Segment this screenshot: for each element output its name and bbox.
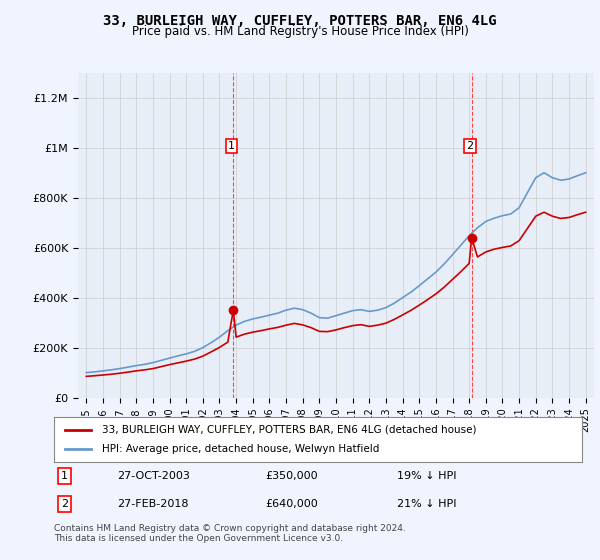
Text: 33, BURLEIGH WAY, CUFFLEY, POTTERS BAR, EN6 4LG (detached house): 33, BURLEIGH WAY, CUFFLEY, POTTERS BAR, … [101,424,476,435]
Text: 2: 2 [61,499,68,509]
Text: 2: 2 [466,141,473,151]
Text: 27-FEB-2018: 27-FEB-2018 [118,499,189,509]
Text: £640,000: £640,000 [265,499,318,509]
Text: Price paid vs. HM Land Registry's House Price Index (HPI): Price paid vs. HM Land Registry's House … [131,25,469,38]
Text: 27-OCT-2003: 27-OCT-2003 [118,471,190,481]
Text: Contains HM Land Registry data © Crown copyright and database right 2024.
This d: Contains HM Land Registry data © Crown c… [54,524,406,543]
Text: HPI: Average price, detached house, Welwyn Hatfield: HPI: Average price, detached house, Welw… [101,445,379,455]
Text: 1: 1 [61,471,68,481]
Text: 21% ↓ HPI: 21% ↓ HPI [397,499,457,509]
Text: £350,000: £350,000 [265,471,318,481]
Text: 1: 1 [228,141,235,151]
Text: 33, BURLEIGH WAY, CUFFLEY, POTTERS BAR, EN6 4LG: 33, BURLEIGH WAY, CUFFLEY, POTTERS BAR, … [103,14,497,28]
Text: 19% ↓ HPI: 19% ↓ HPI [397,471,457,481]
